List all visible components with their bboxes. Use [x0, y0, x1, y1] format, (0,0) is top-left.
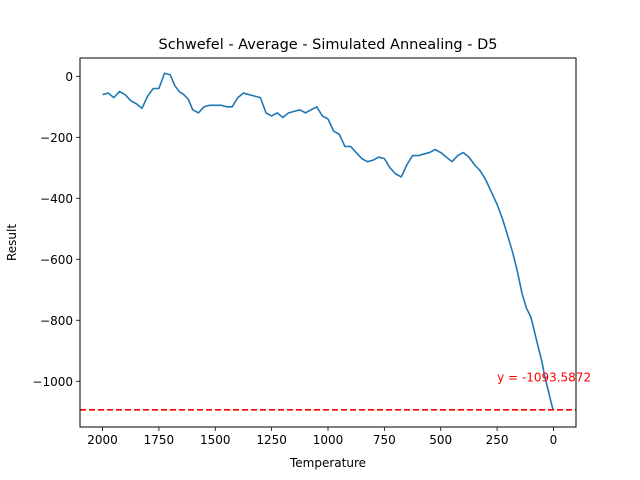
series-line — [102, 72, 555, 411]
chart-title: Schwefel - Average - Simulated Annealing… — [159, 37, 498, 53]
x-tick-label: 1500 — [200, 433, 231, 447]
y-tick-label: −600 — [40, 253, 73, 267]
x-axis-label: Temperature — [289, 456, 366, 470]
x-tick-label: 1750 — [144, 433, 175, 447]
y-axis-label: Result — [5, 224, 19, 261]
x-tick-label: 1000 — [313, 433, 344, 447]
y-tick-label: −1000 — [32, 375, 73, 389]
x-tick-label: 1250 — [256, 433, 287, 447]
x-tick-label: 0 — [550, 433, 558, 447]
x-tick-label: 500 — [429, 433, 452, 447]
y-axis-ticks: 0 −200 −400 −600 −800 −1000 — [32, 70, 80, 389]
plot-area: y = -1093.5872 — [80, 72, 591, 411]
y-tick-label: −400 — [40, 192, 73, 206]
x-tick-label: 250 — [486, 433, 509, 447]
y-tick-label: 0 — [65, 70, 73, 84]
y-tick-label: −800 — [40, 314, 73, 328]
y-tick-label: −200 — [40, 131, 73, 145]
x-tick-label: 750 — [373, 433, 396, 447]
x-axis-ticks: 2000 1750 1500 1250 1000 750 500 250 0 — [87, 427, 557, 447]
x-tick-label: 2000 — [87, 433, 118, 447]
reference-annotation: y = -1093.5872 — [497, 370, 591, 384]
